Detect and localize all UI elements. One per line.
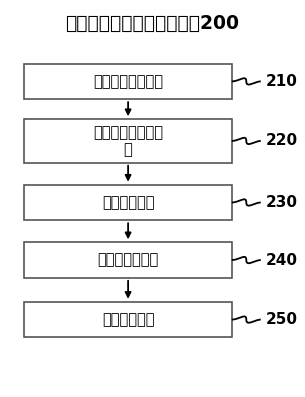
Bar bbox=[24, 119, 232, 163]
Text: 230: 230 bbox=[265, 195, 297, 210]
Text: 250: 250 bbox=[265, 312, 297, 327]
Text: 240: 240 bbox=[265, 252, 297, 268]
Text: 210: 210 bbox=[265, 74, 297, 89]
Bar bbox=[24, 185, 232, 220]
Text: 确定协方差模块: 确定协方差模块 bbox=[98, 252, 159, 268]
Text: 确定模拟排放量模
块: 确定模拟排放量模 块 bbox=[93, 125, 163, 157]
Text: 第二反演模块: 第二反演模块 bbox=[102, 312, 154, 327]
Bar bbox=[24, 242, 232, 278]
Text: 第一反演模块: 第一反演模块 bbox=[102, 195, 154, 210]
Text: 获取模拟浓度模块: 获取模拟浓度模块 bbox=[93, 74, 163, 89]
Bar bbox=[24, 302, 232, 337]
Bar bbox=[24, 64, 232, 99]
Text: 220: 220 bbox=[265, 133, 297, 148]
Text: 二氧化碳排放量的反演装置200: 二氧化碳排放量的反演装置200 bbox=[66, 14, 239, 33]
